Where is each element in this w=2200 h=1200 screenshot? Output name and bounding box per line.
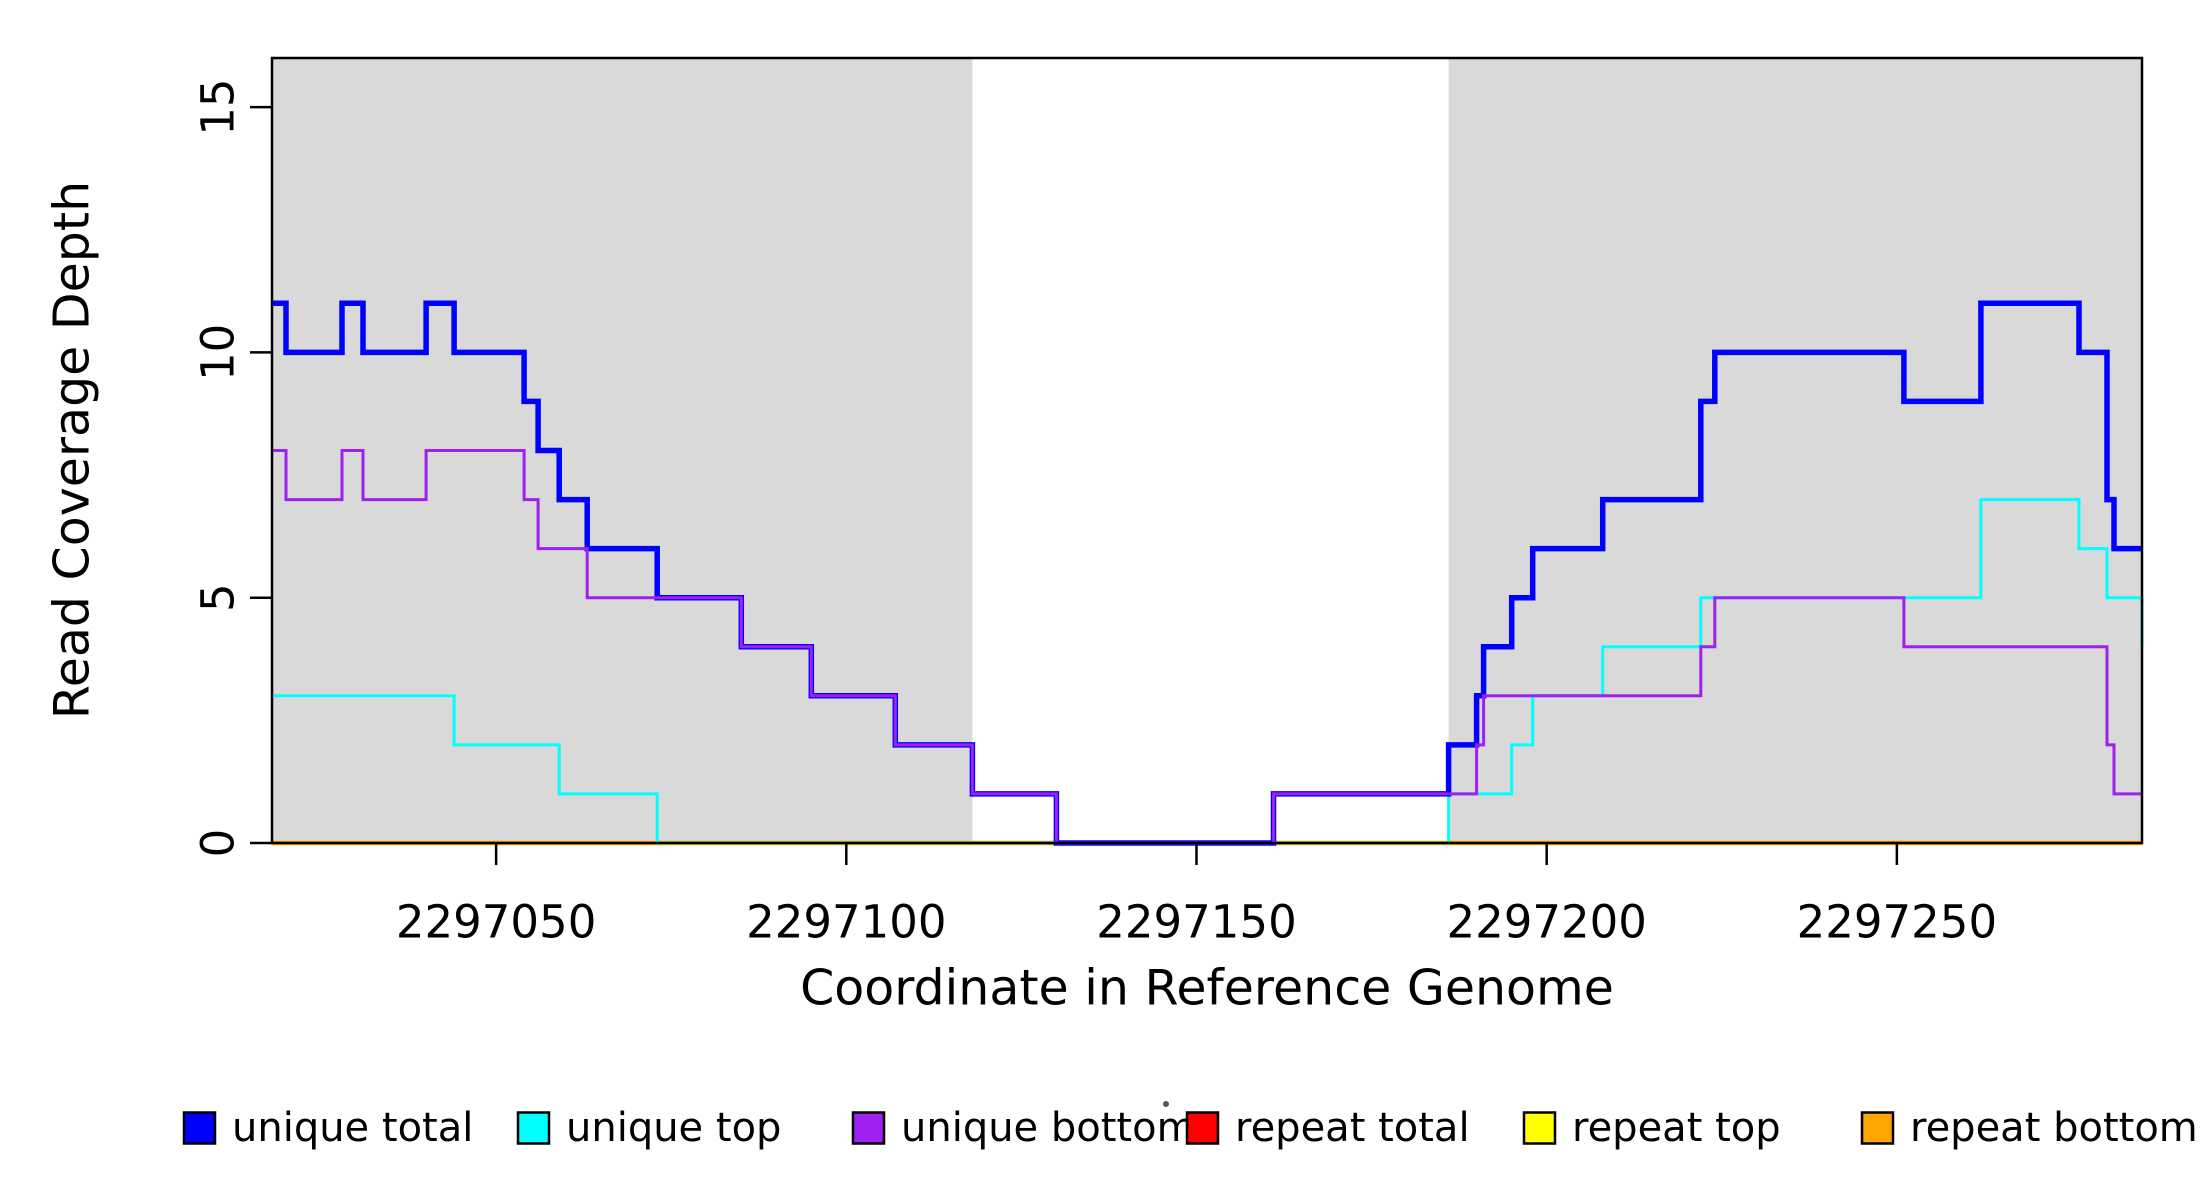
legend-swatch-repeat-bottom <box>1860 1111 1895 1145</box>
x-axis-tick-label: 2297200 <box>1446 896 1646 949</box>
legend-label-unique-top: unique top <box>566 1105 781 1151</box>
x-axis-tick-label: 2297250 <box>1797 896 1997 949</box>
legend-label-repeat-top: repeat top <box>1572 1105 1781 1151</box>
legend-label-repeat-total: repeat total <box>1235 1105 1470 1151</box>
x-axis-tick-label: 2297150 <box>1096 896 1296 949</box>
x-axis-tick-label: 2297050 <box>396 896 596 949</box>
y-axis-tick-label: 5 <box>192 583 245 612</box>
y-axis-tick-label: 0 <box>192 829 245 858</box>
shaded-region-1 <box>272 58 973 843</box>
legend-label-unique-bottom: unique bottom <box>901 1105 1196 1151</box>
legend-swatch-unique-top <box>516 1111 551 1145</box>
legend-label-repeat-bottom: repeat bottom <box>1910 1105 2198 1151</box>
y-axis-title: Read Coverage Depth <box>44 181 101 719</box>
series-line-unique-bottom <box>272 449 2142 845</box>
y-axis-tick-label: 15 <box>192 78 245 135</box>
legend-label-unique-total: unique total <box>232 1105 473 1151</box>
plot-box <box>270 56 2144 845</box>
shaded-region-2 <box>1448 58 2142 843</box>
legend-swatch-unique-total <box>182 1111 217 1145</box>
stray-dot-artifact <box>1163 1101 1169 1107</box>
legend-swatch-unique-bottom <box>851 1111 886 1145</box>
x-axis-tick-label: 2297100 <box>746 896 946 949</box>
y-axis-tick-label: 10 <box>192 324 245 381</box>
legend-swatch-repeat-total <box>1185 1111 1220 1145</box>
legend-swatch-repeat-top <box>1522 1111 1557 1145</box>
x-axis-title: Coordinate in Reference Genome <box>800 960 1614 1017</box>
